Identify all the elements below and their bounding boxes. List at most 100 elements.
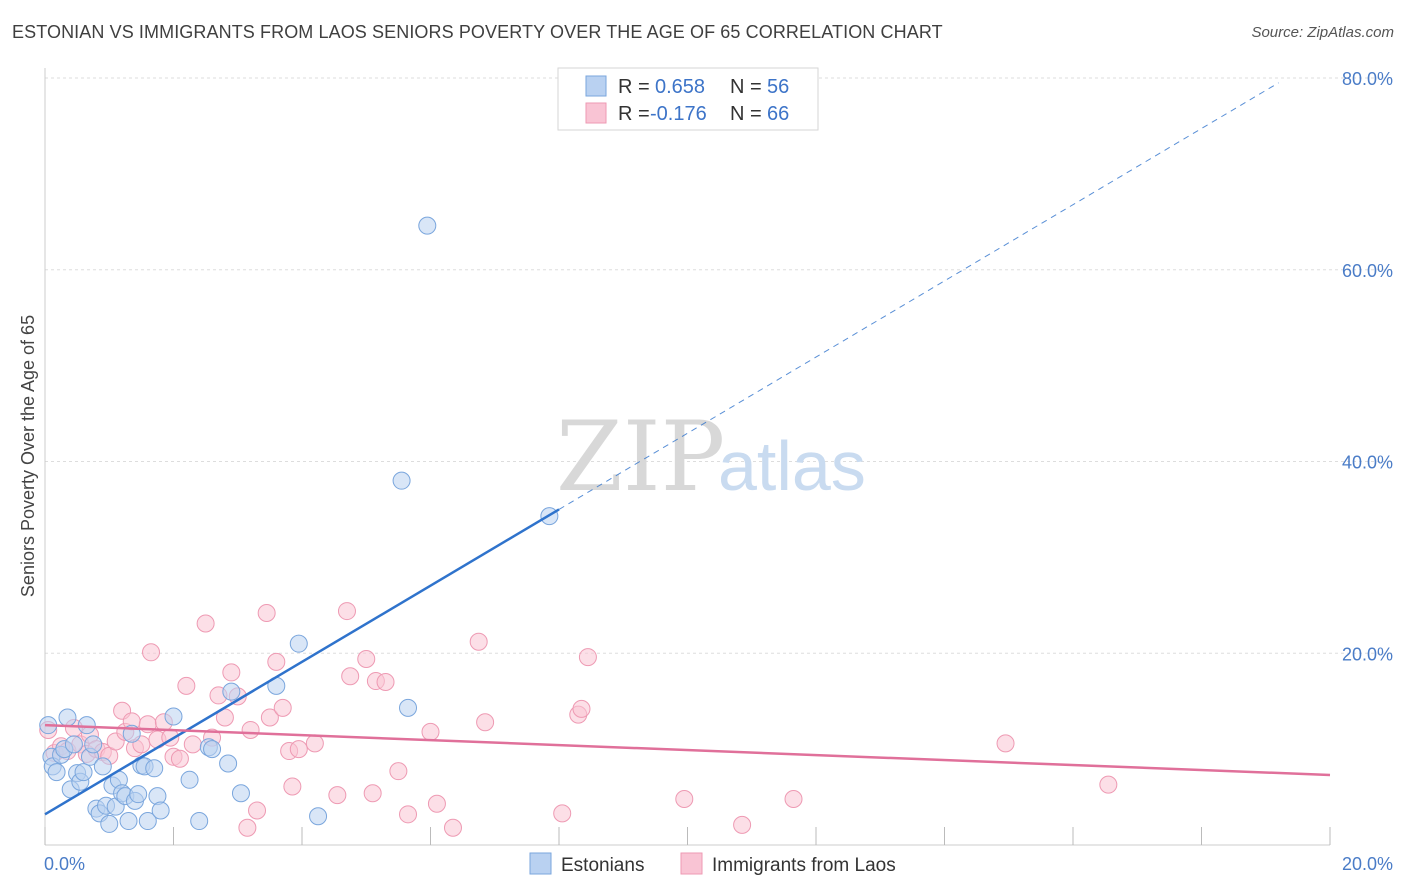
- laos-point: [341, 667, 360, 686]
- bottom-legend-label-estonians: Estonians: [561, 855, 644, 876]
- estonian-point: [289, 634, 308, 653]
- estonian-point: [180, 770, 199, 789]
- laos-point: [222, 663, 241, 682]
- laos-point: [553, 804, 572, 823]
- laos-point: [363, 784, 382, 803]
- estonian-point: [399, 698, 418, 717]
- y-tick-labels: 20.0% 40.0% 60.0% 80.0%: [1342, 69, 1393, 664]
- estonian-point: [100, 814, 119, 833]
- laos-point: [260, 708, 279, 727]
- legend-n-value: 66: [767, 103, 789, 125]
- laos-point: [170, 749, 189, 768]
- watermark-atlas: atlas: [718, 427, 866, 505]
- legend-n-label: N =: [730, 103, 762, 125]
- estonians-trend-extension: [558, 82, 1279, 510]
- laos-point: [238, 818, 257, 837]
- laos-point: [289, 740, 308, 759]
- bottom-legend-swatch-laos: [680, 852, 703, 875]
- estonian-point: [58, 708, 77, 727]
- estonian-point: [84, 735, 103, 754]
- laos-point: [177, 676, 196, 695]
- estonian-point: [392, 471, 411, 490]
- estonian-point: [74, 763, 93, 782]
- laos-point: [142, 643, 161, 662]
- laos-point: [328, 786, 347, 805]
- estonian-point: [219, 754, 238, 773]
- laos-point: [376, 673, 395, 692]
- laos-point: [283, 777, 302, 796]
- laos-point: [572, 699, 591, 718]
- estonian-point: [164, 707, 183, 726]
- laos-point: [443, 818, 462, 837]
- estonian-point: [119, 812, 138, 831]
- estonian-point: [129, 785, 148, 804]
- estonian-point: [138, 812, 157, 831]
- legend-r-label: R =: [618, 103, 650, 125]
- laos-point: [389, 762, 408, 781]
- laos-point: [996, 734, 1015, 753]
- watermark: ZIP atlas: [556, 401, 866, 513]
- watermark-zip: ZIP: [556, 401, 725, 513]
- bottom-legend-label-laos: Immigrants from Laos: [712, 855, 896, 876]
- source-label: Source: ZipAtlas.com: [1251, 24, 1394, 41]
- legend-swatch-estonians: [585, 75, 607, 97]
- laos-point: [578, 648, 597, 667]
- legend-n-value: 56: [767, 76, 789, 98]
- laos-point: [675, 789, 694, 808]
- x-tick-labels: 0.0% 20.0%: [44, 854, 1393, 874]
- estonian-point: [309, 807, 328, 826]
- y-tick-label: 20.0%: [1342, 644, 1393, 664]
- estonian-point: [151, 801, 170, 820]
- trend-lines: [44, 82, 1331, 816]
- laos-point: [248, 801, 267, 820]
- estonian-point: [145, 759, 164, 778]
- estonian-point: [64, 735, 83, 754]
- estonian-point: [47, 763, 66, 782]
- legend-r-label: R =: [618, 76, 650, 98]
- estonian-point: [222, 682, 241, 701]
- bottom-legend-swatch-estonians: [529, 852, 552, 875]
- laos-point: [357, 650, 376, 669]
- estonian-point: [418, 216, 437, 235]
- x-tick-label: 0.0%: [44, 854, 85, 874]
- laos-point: [784, 789, 803, 808]
- laos-point: [183, 735, 202, 754]
- legend-swatch-laos: [585, 102, 607, 124]
- laos-point: [476, 713, 495, 732]
- y-tick-label: 60.0%: [1342, 261, 1393, 281]
- y-axis-title: Seniors Poverty Over the Age of 65: [18, 315, 38, 597]
- estonian-points: [39, 216, 559, 833]
- laos-point: [337, 602, 356, 621]
- chart-title: ESTONIAN VS IMMIGRANTS FROM LAOS SENIORS…: [12, 22, 943, 42]
- laos-points: [39, 602, 1118, 837]
- legend-r-value: -0.176: [650, 103, 707, 125]
- laos-point: [469, 632, 488, 651]
- laos-point: [427, 794, 446, 813]
- laos-point: [241, 720, 260, 739]
- legend-r-value: 0.658: [655, 76, 705, 98]
- laos-point: [305, 734, 324, 753]
- y-tick-label: 40.0%: [1342, 453, 1393, 473]
- y-tick-label: 80.0%: [1342, 69, 1393, 89]
- laos-point: [257, 603, 276, 622]
- estonian-point: [93, 757, 112, 776]
- laos-trend-line: [44, 723, 1331, 777]
- legend-n-label: N =: [730, 76, 762, 98]
- x-tick-label: 20.0%: [1342, 854, 1393, 874]
- estonian-point: [203, 740, 222, 759]
- laos-point: [267, 652, 286, 671]
- axes: [44, 68, 1331, 846]
- estonian-point: [190, 812, 209, 831]
- estonians-trend-line: [44, 508, 560, 816]
- laos-point: [273, 698, 292, 717]
- laos-point: [399, 805, 418, 824]
- bottom-legend: Estonians Immigrants from Laos: [529, 852, 896, 876]
- estonian-point: [77, 716, 96, 735]
- estonian-point: [231, 784, 250, 803]
- laos-point: [196, 614, 215, 633]
- laos-point: [421, 722, 440, 741]
- legend-box: R = 0.658 N = 56 R = -0.176 N = 66: [557, 67, 819, 131]
- laos-point: [1099, 775, 1118, 794]
- gridlines: [45, 77, 1392, 654]
